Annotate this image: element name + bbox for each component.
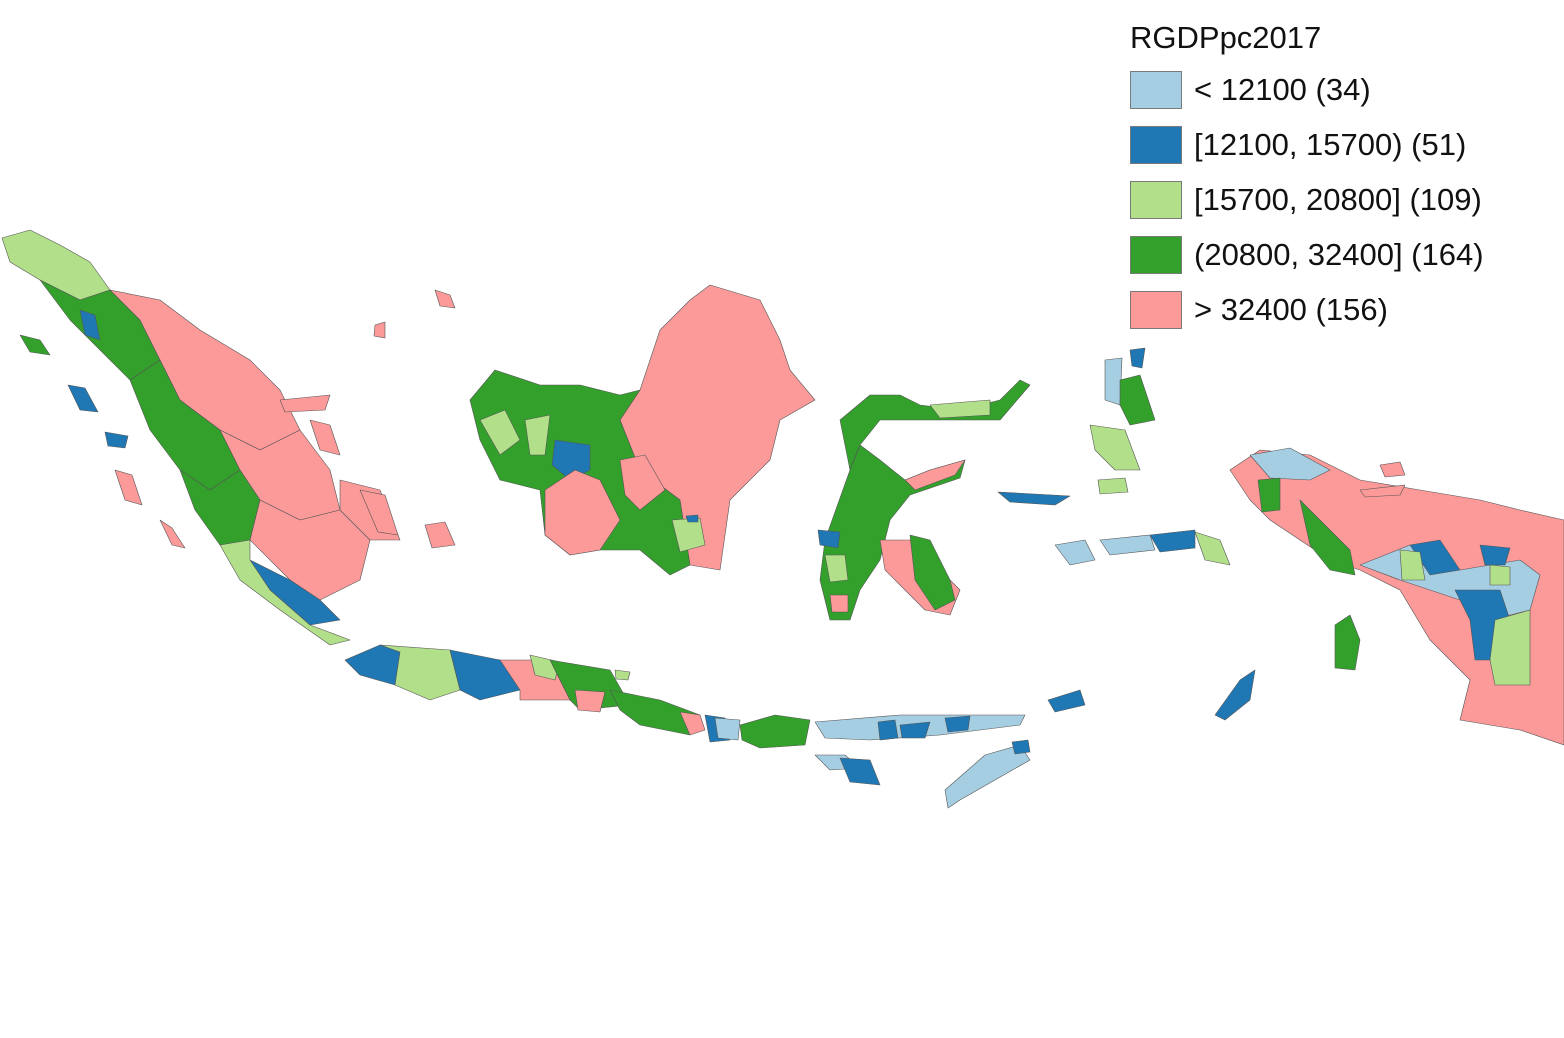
nusa-tenggara-region [739,714,1031,809]
region-polygon [904,459,966,491]
region-polygon [839,757,881,786]
region-polygon [524,414,551,456]
region-polygon [1089,424,1141,471]
region-polygon [479,409,521,456]
region-polygon [944,744,1031,809]
region-polygon [359,489,399,536]
region-polygon [1097,477,1129,495]
region-polygon [685,514,699,523]
region-polygon [1099,534,1156,556]
region-polygon [829,594,849,613]
region-polygon [574,689,606,713]
region-polygon [619,454,666,511]
legend-title: RGDPpc2017 [1130,20,1322,55]
region-polygon [1479,544,1511,566]
region-polygon [909,534,956,611]
legend-item: (20800, 32400] (164) [1130,227,1550,282]
papua-region [1229,447,1564,746]
region-polygon [449,649,521,701]
region-polygon [1359,484,1406,498]
region-polygon [104,431,129,449]
region-polygon [1257,477,1281,513]
region-polygon [679,711,706,736]
legend-label: (20800, 32400] (164) [1194,236,1484,272]
legend-swatch [1130,180,1182,219]
legend-swatch [1130,235,1182,274]
sumatra-region [1,229,456,646]
region-polygon [344,644,401,686]
legend-swatch [1130,70,1182,109]
region-polygon [899,721,931,739]
region-polygon [1054,539,1096,566]
region-polygon [739,714,811,749]
legend-item: [15700, 20800] (109) [1130,172,1550,227]
region-polygon [544,469,621,556]
region-polygon [817,529,841,549]
region-polygon [39,279,161,381]
region-polygon [219,539,351,646]
legend-label: > 32400 (156) [1194,291,1388,327]
region-polygon [877,719,899,741]
region-polygon [929,399,991,419]
legend-label: [12100, 15700) (51) [1194,126,1467,162]
sulawesi-region [817,379,1071,621]
region-polygon [1489,609,1531,686]
region-polygon [79,309,101,341]
region-polygon [824,554,849,583]
map-legend: RGDPpc2017 < 12100 (34) [12100, 15700) (… [1130,18,1550,337]
legend-item: < 12100 (34) [1130,62,1550,117]
region-polygon [1379,461,1406,478]
region-polygon [114,469,143,506]
region-polygon [549,659,631,711]
region-polygon [944,715,971,733]
region-polygon [309,419,341,456]
region-polygon [1399,549,1426,581]
legend-swatch [1130,290,1182,329]
region-polygon [1299,499,1356,576]
region-polygon [839,379,1031,471]
region-polygon [1129,347,1146,369]
region-polygon [19,334,51,356]
legend-label: [15700, 20800] (109) [1194,181,1482,217]
region-polygon [67,384,99,413]
region-polygon [609,689,701,736]
region-polygon [714,717,741,741]
maluku-region [1047,347,1361,721]
legend-swatch [1130,125,1182,164]
region-polygon [1249,447,1331,481]
region-polygon [614,669,631,681]
kalimantan-region [373,284,816,576]
legend-item: [12100, 15700) (51) [1130,117,1550,172]
region-polygon [819,444,966,621]
java-region [344,644,741,743]
region-polygon [1104,357,1123,406]
region-polygon [1119,374,1156,426]
region-polygon [1334,614,1361,671]
region-polygon [1489,564,1511,586]
region-polygon [424,521,456,549]
region-polygon [373,321,386,339]
region-polygon [279,394,331,413]
region-polygon [1214,669,1256,721]
region-polygon [997,491,1071,506]
region-polygon [434,289,456,309]
region-polygon [1194,531,1231,566]
legend-item: > 32400 (156) [1130,282,1550,337]
region-polygon [159,519,186,549]
region-polygon [1149,529,1196,553]
legend-label: < 12100 (34) [1194,71,1371,107]
region-polygon [1047,689,1086,713]
region-polygon [1011,739,1031,755]
